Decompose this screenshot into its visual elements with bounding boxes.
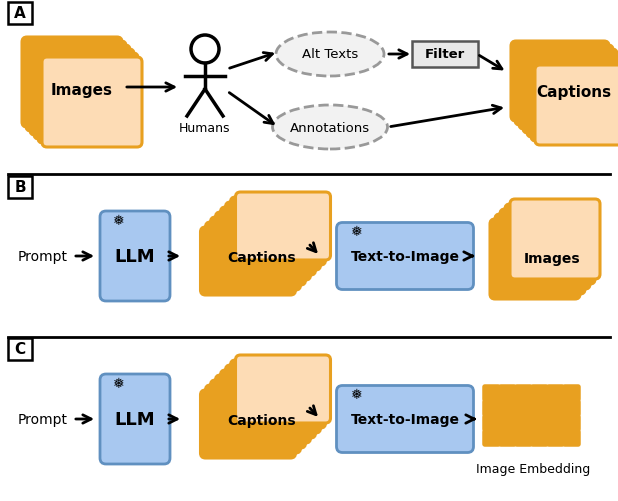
FancyBboxPatch shape <box>483 401 499 416</box>
FancyBboxPatch shape <box>531 401 548 416</box>
Text: Captions: Captions <box>227 413 296 427</box>
FancyBboxPatch shape <box>515 46 613 126</box>
FancyBboxPatch shape <box>211 217 305 286</box>
FancyBboxPatch shape <box>564 386 580 401</box>
FancyBboxPatch shape <box>231 197 326 266</box>
Text: ❅: ❅ <box>351 387 363 401</box>
Text: Prompt: Prompt <box>18 412 68 426</box>
FancyBboxPatch shape <box>8 177 32 198</box>
FancyBboxPatch shape <box>100 211 170 302</box>
FancyBboxPatch shape <box>30 46 130 136</box>
FancyBboxPatch shape <box>235 355 331 423</box>
FancyBboxPatch shape <box>548 431 564 445</box>
Ellipse shape <box>276 33 384 77</box>
FancyBboxPatch shape <box>26 42 126 132</box>
Ellipse shape <box>273 106 387 150</box>
FancyBboxPatch shape <box>511 42 609 122</box>
Text: ❅: ❅ <box>113 376 125 390</box>
FancyBboxPatch shape <box>499 386 515 401</box>
FancyBboxPatch shape <box>490 219 580 300</box>
Text: LLM: LLM <box>115 247 155 266</box>
Text: Filter: Filter <box>425 49 465 62</box>
Text: ❅: ❅ <box>113 213 125 227</box>
FancyBboxPatch shape <box>226 202 321 271</box>
Text: Captions: Captions <box>227 250 296 265</box>
FancyBboxPatch shape <box>527 58 618 138</box>
Text: Humans: Humans <box>179 122 231 135</box>
FancyBboxPatch shape <box>500 209 590 290</box>
FancyBboxPatch shape <box>211 380 305 448</box>
FancyBboxPatch shape <box>8 338 32 360</box>
FancyBboxPatch shape <box>226 365 321 433</box>
FancyBboxPatch shape <box>206 222 300 291</box>
FancyBboxPatch shape <box>483 416 499 431</box>
FancyBboxPatch shape <box>200 227 295 296</box>
Text: Captions: Captions <box>536 84 612 99</box>
FancyBboxPatch shape <box>515 401 531 416</box>
FancyBboxPatch shape <box>499 431 515 445</box>
Text: ❅: ❅ <box>351 224 363 238</box>
FancyBboxPatch shape <box>483 431 499 445</box>
Text: B: B <box>14 180 26 195</box>
FancyBboxPatch shape <box>216 375 310 443</box>
FancyBboxPatch shape <box>531 386 548 401</box>
FancyBboxPatch shape <box>515 431 531 445</box>
FancyBboxPatch shape <box>548 386 564 401</box>
FancyBboxPatch shape <box>412 42 478 68</box>
FancyBboxPatch shape <box>523 54 618 134</box>
FancyBboxPatch shape <box>495 214 585 295</box>
FancyBboxPatch shape <box>206 385 300 453</box>
Text: Alt Texts: Alt Texts <box>302 49 358 62</box>
Text: C: C <box>14 342 25 357</box>
FancyBboxPatch shape <box>499 416 515 431</box>
Text: Prompt: Prompt <box>18 249 68 264</box>
FancyBboxPatch shape <box>535 66 618 146</box>
Text: A: A <box>14 7 26 22</box>
FancyBboxPatch shape <box>548 416 564 431</box>
FancyBboxPatch shape <box>336 386 473 452</box>
Text: Image Embedding: Image Embedding <box>476 462 590 475</box>
FancyBboxPatch shape <box>216 212 310 281</box>
FancyBboxPatch shape <box>221 207 316 276</box>
FancyBboxPatch shape <box>499 401 515 416</box>
FancyBboxPatch shape <box>8 3 32 25</box>
FancyBboxPatch shape <box>564 431 580 445</box>
FancyBboxPatch shape <box>483 386 499 401</box>
FancyBboxPatch shape <box>221 370 316 438</box>
FancyBboxPatch shape <box>519 50 617 130</box>
Text: Text-to-Image: Text-to-Image <box>350 412 460 426</box>
FancyBboxPatch shape <box>336 223 473 290</box>
Text: Annotations: Annotations <box>290 121 370 134</box>
Text: LLM: LLM <box>115 410 155 428</box>
FancyBboxPatch shape <box>515 416 531 431</box>
FancyBboxPatch shape <box>38 54 138 144</box>
FancyBboxPatch shape <box>231 360 326 428</box>
FancyBboxPatch shape <box>200 390 295 458</box>
FancyBboxPatch shape <box>564 401 580 416</box>
FancyBboxPatch shape <box>564 416 580 431</box>
FancyBboxPatch shape <box>510 199 600 280</box>
Text: Text-to-Image: Text-to-Image <box>350 249 460 264</box>
Text: Images: Images <box>51 83 113 98</box>
FancyBboxPatch shape <box>42 58 142 148</box>
FancyBboxPatch shape <box>100 374 170 464</box>
FancyBboxPatch shape <box>505 204 595 285</box>
FancyBboxPatch shape <box>531 416 548 431</box>
FancyBboxPatch shape <box>34 50 134 140</box>
FancyBboxPatch shape <box>548 401 564 416</box>
FancyBboxPatch shape <box>515 386 531 401</box>
FancyBboxPatch shape <box>22 38 122 128</box>
Text: Images: Images <box>523 252 580 266</box>
FancyBboxPatch shape <box>531 62 618 142</box>
FancyBboxPatch shape <box>235 192 331 261</box>
FancyBboxPatch shape <box>531 431 548 445</box>
